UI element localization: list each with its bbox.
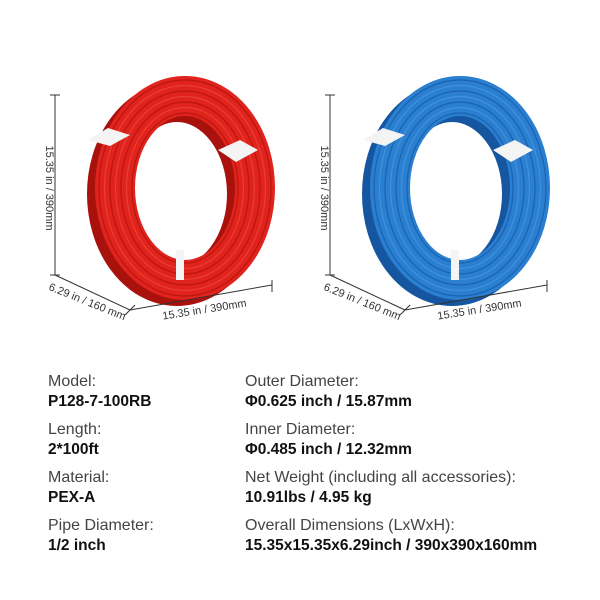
spec-value: 2*100ft: [48, 441, 99, 458]
coil-turn: [378, 84, 542, 292]
dimension-line: [50, 94, 273, 316]
coil-turn: [400, 106, 520, 270]
tape: [176, 250, 184, 280]
spec-label: Length:: [48, 421, 101, 438]
spec-label: Model:: [48, 373, 96, 390]
coil-turn: [406, 112, 514, 264]
coil-turn: [395, 101, 525, 275]
depth-label: 6.29 in / 160 mm: [322, 281, 402, 323]
tape: [88, 128, 130, 146]
coil-turn: [131, 112, 239, 264]
spec-label: Inner Diameter:: [245, 421, 355, 438]
spec-value: PEX-A: [48, 489, 95, 506]
coil-turn: [120, 101, 250, 275]
dimension-line: [325, 94, 548, 316]
coil-turn: [389, 95, 531, 281]
tape: [363, 128, 405, 146]
height-label: 15.35 in / 390mm: [318, 146, 330, 231]
spec-label: Pipe Diameter:: [48, 517, 154, 534]
spec-value: 15.35x15.35x6.29inch / 390x390x160mm: [245, 537, 537, 554]
coil-turn: [114, 95, 256, 281]
coil-turn: [109, 90, 261, 286]
tape: [493, 140, 533, 162]
spec-value: Φ0.485 inch / 12.32mm: [245, 441, 412, 458]
spec-value: 1/2 inch: [48, 537, 106, 554]
coils: 15.35 in / 390mm 6.29 in / 160 mm 15.35 in…: [43, 76, 550, 323]
tape: [218, 140, 258, 162]
depth-label: 6.29 in / 160 mm: [47, 281, 127, 323]
coil-turn: [384, 90, 536, 286]
spec-label: Outer Diameter:: [245, 373, 359, 390]
spec-value: 10.91lbs / 4.95 kg: [245, 489, 372, 506]
spec-value: Φ0.625 inch / 15.87mm: [245, 393, 412, 410]
coil-turn: [103, 84, 267, 292]
spec-label: Material:: [48, 469, 109, 486]
specs: Model: P128-7-100RB Length: 2*100ft Material…: [48, 373, 537, 554]
coil-turn: [373, 79, 547, 297]
tape: [451, 250, 459, 280]
coil-turn: [125, 106, 245, 270]
height-label: 15.35 in / 390mm: [43, 146, 55, 231]
coil-turn: [98, 79, 272, 297]
spec-label: Overall Dimensions (LxWxH):: [245, 517, 455, 534]
spec-value: P128-7-100RB: [48, 393, 151, 410]
spec-label: Net Weight (including all accessories):: [245, 469, 516, 486]
